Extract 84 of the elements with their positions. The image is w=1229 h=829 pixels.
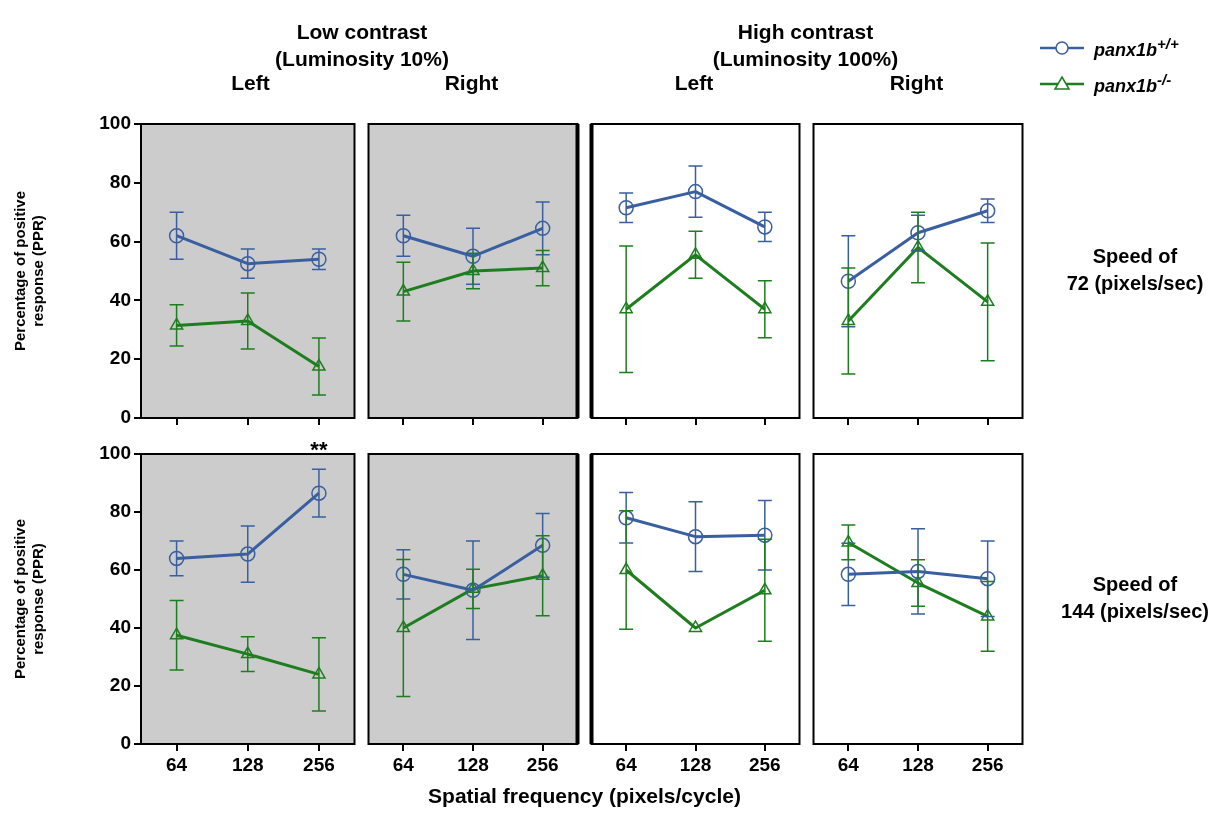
point (395, 227, 412, 244)
point (466, 581, 480, 594)
x-tick-label: 128 (457, 753, 489, 775)
point (688, 247, 703, 260)
point (688, 620, 703, 633)
point (910, 563, 926, 580)
annotation: ** (310, 437, 328, 463)
point (840, 273, 857, 290)
y-tick-label: 40 (109, 616, 131, 638)
point (757, 219, 773, 235)
point (535, 568, 550, 581)
point (687, 528, 704, 545)
chart-title: Left (674, 71, 714, 94)
point (618, 200, 634, 216)
x-tick-label: 256 (971, 753, 1004, 775)
y-axis-title: Percentage of positive response (PPR) (11, 518, 47, 680)
text: Low contrast (Luminosity 10%) (274, 19, 450, 72)
x-tick-label: 256 (748, 753, 781, 775)
y-tick-label: 60 (109, 558, 131, 580)
y-tick-label: 0 (120, 732, 131, 754)
chart-title: Right (889, 71, 944, 94)
legend-label: panx1b$^{+/+}$ (1094, 35, 1179, 61)
point (841, 313, 856, 326)
y-tick-label: 0 (120, 406, 131, 428)
text: Speed of 72 (pixels/sec) (1065, 244, 1205, 296)
y-tick-label: 80 (109, 500, 131, 522)
point (168, 227, 185, 244)
point (687, 183, 704, 200)
y-axis-title: Percentage of positive response (PPR) (11, 190, 47, 352)
point (465, 582, 481, 599)
legend-label: panx1b$^{-/-}$ (1094, 71, 1172, 97)
point (466, 263, 480, 276)
point (535, 260, 550, 273)
chart-title: Left (231, 71, 270, 94)
x-tick-label: 64 (837, 753, 860, 775)
point (979, 570, 996, 587)
point (465, 248, 481, 265)
x-tick-label: 64 (166, 753, 188, 775)
y-tick-label: 80 (109, 171, 131, 193)
point (979, 202, 996, 219)
x-tick-label: 64 (615, 753, 638, 775)
point (911, 239, 925, 252)
point (312, 666, 326, 679)
point (395, 566, 412, 583)
point (240, 255, 256, 272)
y-tick-label: 40 (109, 288, 131, 310)
y-tick-label: 100 (99, 112, 131, 134)
point (168, 550, 185, 567)
point (840, 566, 857, 583)
point (311, 251, 327, 267)
x-tick-label: 64 (392, 753, 415, 775)
text: Speed of 144 (pixels/sec) (1060, 572, 1210, 624)
point (396, 283, 411, 296)
point (396, 620, 411, 633)
point (619, 301, 633, 314)
point (980, 294, 995, 307)
point (980, 608, 995, 621)
point (758, 582, 772, 595)
point (240, 546, 256, 562)
point (618, 510, 634, 526)
x-tick-label: 128 (231, 753, 264, 775)
chart-title: Right (444, 71, 499, 94)
point (169, 317, 184, 330)
point (534, 220, 551, 237)
y-tick-label: 60 (109, 229, 131, 251)
text: High contrast (Luminosity 100%) (711, 19, 900, 72)
point (169, 627, 184, 640)
point (240, 646, 255, 659)
y-tick-label: 20 (109, 674, 131, 696)
point (534, 537, 551, 554)
x-tick-label: 128 (902, 753, 934, 775)
point (312, 358, 326, 371)
point (910, 225, 926, 241)
x-tick-label: 128 (679, 753, 712, 775)
point (619, 562, 633, 575)
y-tick-label: 100 (99, 442, 131, 464)
x-tick-label: 256 (303, 753, 335, 775)
y-tick-label: 20 (109, 347, 131, 369)
point (311, 485, 327, 501)
point (757, 527, 773, 543)
x-tick-label: 256 (526, 753, 559, 775)
x-axis-title: Spatial frequency (pixels/cycle) (427, 784, 742, 808)
point (758, 301, 772, 314)
point (240, 313, 255, 326)
